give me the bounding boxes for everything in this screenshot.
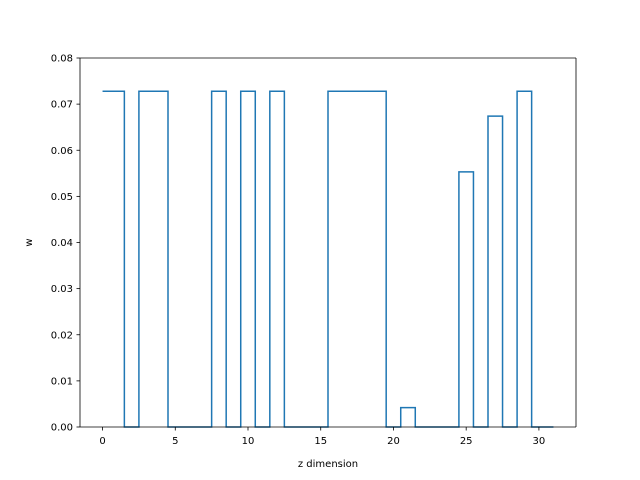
y-tick-label: 0.03 xyxy=(51,284,73,295)
y-tick-label: 0.07 xyxy=(51,100,73,111)
y-tick-label: 0.04 xyxy=(51,238,73,249)
y-tick-label: 0.08 xyxy=(51,54,73,65)
y-tick-label: 0.00 xyxy=(51,423,73,434)
x-tick-label: 20 xyxy=(387,436,400,447)
x-tick-label: 30 xyxy=(533,436,546,447)
x-axis-label: z dimension xyxy=(298,459,358,470)
x-tick-label: 5 xyxy=(172,436,178,447)
y-tick-label: 0.01 xyxy=(51,376,73,387)
x-tick-label: 15 xyxy=(314,436,327,447)
axes-frame xyxy=(79,57,577,428)
x-axis-ticks: 0 5 10 15 20 25 30 xyxy=(99,427,545,447)
y-tick-label: 0.05 xyxy=(51,192,73,203)
y-tick-label: 0.02 xyxy=(51,330,73,341)
x-tick-label: 25 xyxy=(460,436,473,447)
y-axis-ticks: 0.00 0.01 0.02 0.03 0.04 0.05 0.06 0.07 0.08 xyxy=(51,54,80,434)
x-tick-label: 0 xyxy=(99,436,105,447)
y-tick-label: 0.06 xyxy=(51,146,73,157)
y-axis-label: w xyxy=(24,238,35,246)
x-tick-label: 10 xyxy=(242,436,255,447)
